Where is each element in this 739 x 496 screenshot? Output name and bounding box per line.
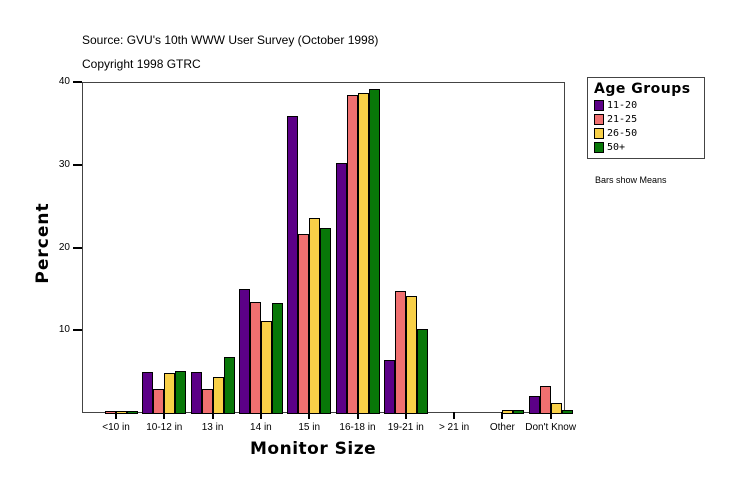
x-tick-label: 14 in [250, 422, 272, 433]
x-tick-label: Don't Know [525, 422, 577, 433]
x-tick-label: 16-18 in [339, 422, 376, 433]
x-tick-mark [404, 412, 407, 419]
bar [528, 395, 540, 414]
x-tick-mark [115, 412, 117, 419]
y-tick-mark [73, 246, 82, 249]
bar [561, 409, 573, 414]
legend-label: 50+ [607, 142, 626, 153]
x-tick-mark [259, 412, 262, 419]
bar [513, 409, 525, 414]
legend-swatch-icon [594, 114, 604, 125]
bar [383, 360, 395, 414]
x-tick-label: Other [489, 422, 515, 433]
bar [502, 409, 514, 414]
legend-item-11-20: 11-20 [594, 99, 637, 112]
x-axis-title: Monitor Size [250, 439, 377, 459]
x-tick-mark [501, 412, 504, 419]
bar [212, 377, 224, 414]
bar [105, 410, 116, 414]
bar [260, 321, 272, 414]
bar [153, 389, 165, 414]
legend-swatch-icon [594, 100, 604, 111]
legend-item-26-50: 26-50 [594, 127, 637, 140]
legend-swatch-icon [594, 142, 604, 153]
bar [320, 227, 332, 414]
x-tick-mark [356, 412, 359, 419]
x-tick-label: > 21 in [438, 422, 470, 433]
legend-item-50plus: 50+ [594, 141, 625, 154]
bar [164, 373, 176, 414]
bar [249, 302, 261, 414]
bar [238, 288, 250, 414]
bar [175, 370, 187, 414]
bar [550, 403, 562, 414]
bar [309, 217, 321, 414]
y-tick-mark [73, 163, 82, 166]
x-tick-mark [549, 412, 552, 419]
source-caption: Source: GVU's 10th WWW User Survey (Octo… [82, 33, 379, 47]
bar [405, 296, 417, 414]
bar [394, 291, 406, 414]
x-tick-label: 19-21 in [387, 422, 424, 433]
bar [335, 163, 347, 414]
x-tick-mark [308, 412, 311, 419]
y-tick-mark [73, 329, 82, 332]
legend: Age Groups 11-20 21-25 26-50 50+ [587, 77, 705, 159]
legend-swatch-icon [594, 128, 604, 139]
x-tick-mark [211, 412, 214, 419]
x-tick-label: 15 in [298, 422, 321, 433]
bar [271, 303, 283, 414]
legend-label: 26-50 [607, 128, 638, 139]
bar [287, 116, 299, 414]
x-tick-label: 13 in [201, 422, 224, 433]
bar [346, 95, 358, 414]
bar [201, 389, 213, 414]
x-tick-mark [163, 412, 166, 419]
bar [190, 372, 202, 414]
legend-label: 11-20 [607, 100, 638, 111]
copyright-caption: Copyright 1998 GTRC [82, 57, 201, 71]
y-tick-label: 30 [58, 158, 70, 170]
bars-show-means-note: Bars show Means [595, 175, 667, 185]
bar [416, 328, 428, 414]
y-tick-label: 10 [58, 324, 70, 336]
legend-title: Age Groups [594, 81, 691, 97]
x-tick-label: 10-12 in [146, 422, 183, 433]
bar [116, 411, 127, 414]
bar [298, 234, 310, 414]
legend-item-21-25: 21-25 [594, 113, 637, 126]
bar [368, 88, 380, 414]
bar [357, 92, 369, 414]
y-tick-label: 20 [58, 241, 70, 253]
legend-label: 21-25 [607, 114, 638, 125]
bar [127, 411, 138, 414]
x-tick-label: <10 in [102, 422, 130, 433]
y-tick-mark [73, 81, 82, 84]
x-tick-mark [453, 412, 456, 419]
bar [142, 372, 154, 414]
bar [539, 385, 551, 414]
bar [223, 356, 235, 414]
y-tick-label: 40 [58, 76, 70, 88]
